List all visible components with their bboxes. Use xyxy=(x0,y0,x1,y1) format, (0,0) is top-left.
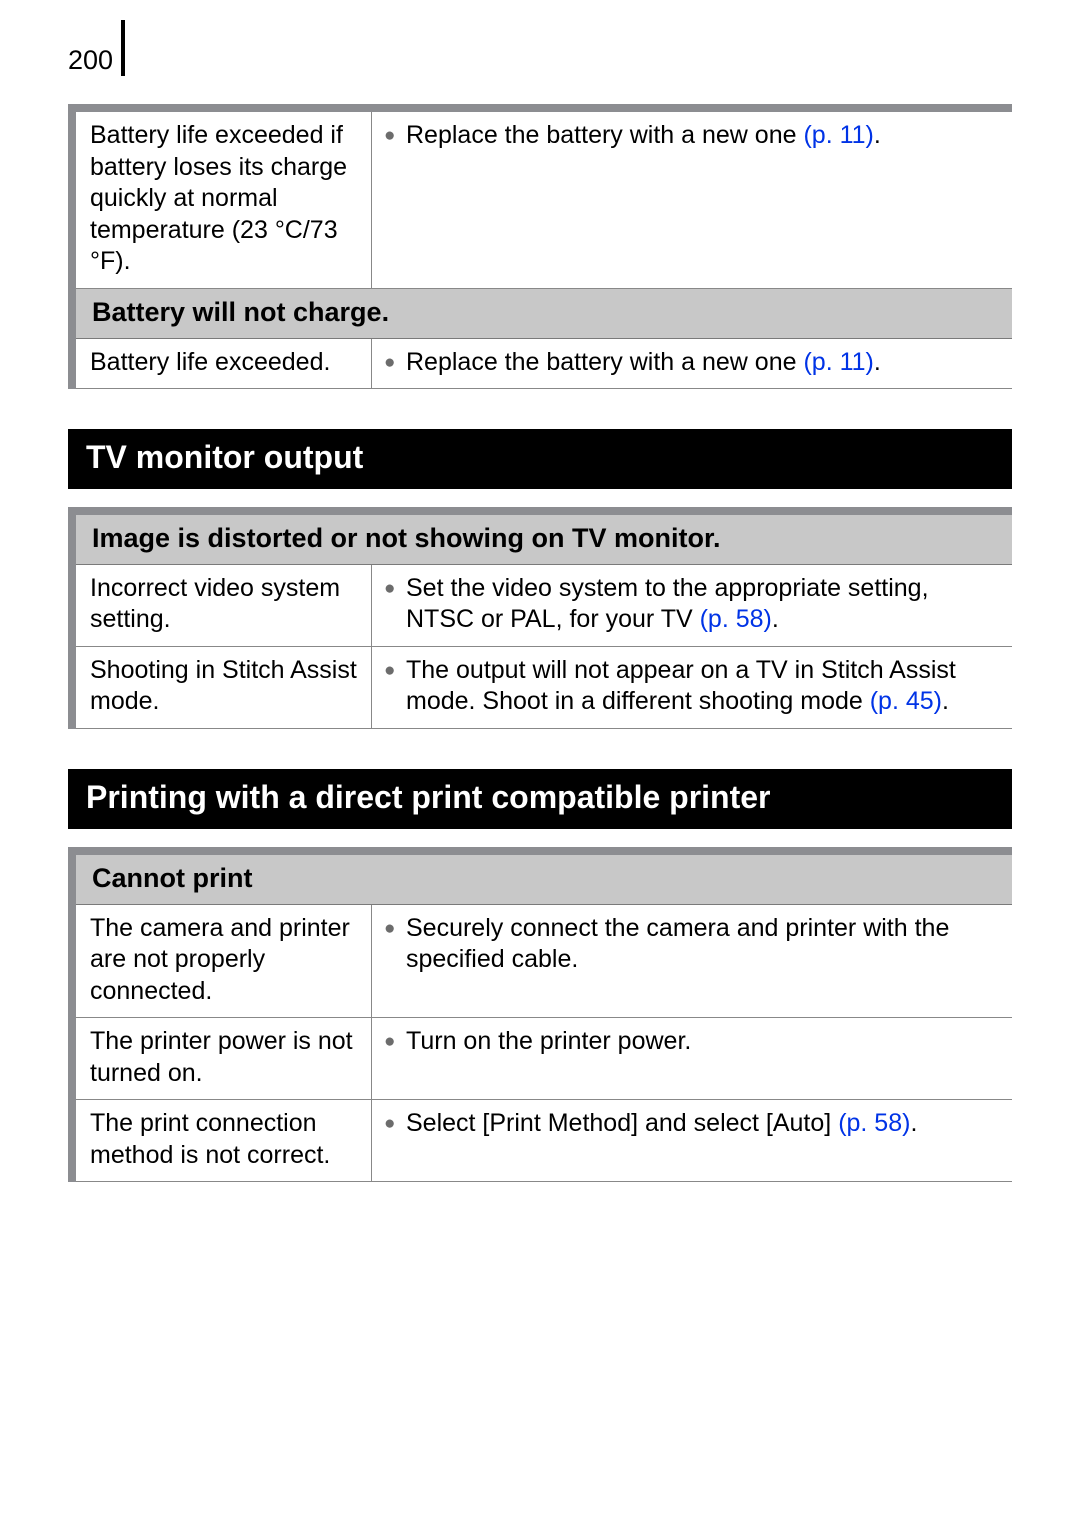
solution-main-text: Turn on the printer power. xyxy=(406,1027,691,1055)
trouble-row: The print connection method is not corre… xyxy=(76,1100,1012,1182)
solution-text: Securely connect the camera and printer … xyxy=(406,913,994,976)
period: . xyxy=(910,1109,917,1137)
trouble-solution: ●Securely connect the camera and printer… xyxy=(372,905,1012,1018)
bullet-icon: ● xyxy=(384,120,406,152)
trouble-solution: ●Replace the battery with a new one (p. … xyxy=(372,339,1012,389)
trouble-row: The printer power is not turned on. ●Turn… xyxy=(76,1018,1012,1100)
page-reference-link[interactable]: (p. 58) xyxy=(838,1109,910,1137)
solution-item: ●Replace the battery with a new one (p. … xyxy=(384,347,994,379)
trouble-row: The camera and printer are not properly … xyxy=(76,905,1012,1019)
section-heading: TV monitor output xyxy=(68,429,1012,489)
bullet-icon: ● xyxy=(384,573,406,636)
trouble-solution: ●The output will not appear on a TV in S… xyxy=(372,647,1012,728)
solution-main-text: Replace the battery with a new one xyxy=(406,348,803,376)
solution-main-text: Select [Print Method] and select [Auto] xyxy=(406,1109,838,1137)
trouble-row: Battery life exceeded. ●Replace the batte… xyxy=(76,339,1012,390)
page-reference-link[interactable]: (p. 45) xyxy=(870,687,942,715)
bullet-icon: ● xyxy=(384,347,406,379)
page-reference-link[interactable]: (p. 58) xyxy=(700,605,772,633)
trouble-row: Incorrect video system setting.●Set the … xyxy=(76,565,1012,647)
solution-item: ●Replace the battery with a new one (p. … xyxy=(384,120,994,152)
period: . xyxy=(874,348,881,376)
bullet-icon: ● xyxy=(384,655,406,718)
sub-heading: Image is distorted or not showing on TV … xyxy=(76,515,1012,565)
trouble-solution: ●Replace the battery with a new one (p. … xyxy=(372,112,1012,288)
section-block: Cannot printThe camera and printer are n… xyxy=(68,847,1012,1183)
solution-item: ●The output will not appear on a TV in S… xyxy=(384,655,994,718)
trouble-cause: The camera and printer are not properly … xyxy=(76,905,372,1018)
bullet-icon: ● xyxy=(384,1108,406,1140)
period: . xyxy=(874,121,881,149)
trouble-row: Battery life exceeded if battery loses i… xyxy=(76,112,1012,289)
solution-item: ●Select [Print Method] and select [Auto]… xyxy=(384,1108,994,1140)
bullet-icon: ● xyxy=(384,913,406,976)
page-number-divider xyxy=(121,20,125,76)
section-block: Battery life exceeded if battery loses i… xyxy=(68,104,1012,389)
solution-main-text: Set the video system to the appropriate … xyxy=(406,574,929,634)
period: . xyxy=(772,605,779,633)
solution-text: Replace the battery with a new one (p. 1… xyxy=(406,120,994,152)
solution-text: Select [Print Method] and select [Auto] … xyxy=(406,1108,994,1140)
trouble-solution: ●Select [Print Method] and select [Auto]… xyxy=(372,1100,1012,1181)
period: . xyxy=(942,687,949,715)
solution-item: ●Set the video system to the appropriate… xyxy=(384,573,994,636)
trouble-solution: ●Turn on the printer power. xyxy=(372,1018,1012,1099)
page-number: 200 xyxy=(68,45,119,76)
page-reference-link[interactable]: (p. 11) xyxy=(803,121,873,149)
trouble-cause: Incorrect video system setting. xyxy=(76,565,372,646)
sub-heading: Battery will not charge. xyxy=(76,289,1012,339)
bullet-icon: ● xyxy=(384,1026,406,1058)
trouble-cause: The printer power is not turned on. xyxy=(76,1018,372,1099)
manual-page: 200 Battery life exceeded if battery los… xyxy=(0,0,1080,1242)
solution-main-text: Securely connect the camera and printer … xyxy=(406,914,949,974)
solution-item: ●Securely connect the camera and printer… xyxy=(384,913,994,976)
trouble-cause: Battery life exceeded. xyxy=(76,339,372,389)
solution-text: Turn on the printer power. xyxy=(406,1026,994,1058)
trouble-row: Shooting in Stitch Assist mode.●The outp… xyxy=(76,647,1012,729)
section-heading: Printing with a direct print compatible … xyxy=(68,769,1012,829)
solution-main-text: Replace the battery with a new one xyxy=(406,121,803,149)
trouble-cause: Shooting in Stitch Assist mode. xyxy=(76,647,372,728)
solution-text: The output will not appear on a TV in St… xyxy=(406,655,994,718)
sub-heading: Cannot print xyxy=(76,855,1012,905)
solution-text: Set the video system to the appropriate … xyxy=(406,573,994,636)
solution-item: ●Turn on the printer power. xyxy=(384,1026,994,1058)
trouble-solution: ●Set the video system to the appropriate… xyxy=(372,565,1012,646)
section-block: Image is distorted or not showing on TV … xyxy=(68,507,1012,729)
trouble-cause: The print connection method is not corre… xyxy=(76,1100,372,1181)
solution-text: Replace the battery with a new one (p. 1… xyxy=(406,347,994,379)
trouble-cause: Battery life exceeded if battery loses i… xyxy=(76,112,372,288)
page-number-wrap: 200 xyxy=(68,20,1012,76)
page-reference-link[interactable]: (p. 11) xyxy=(803,348,873,376)
